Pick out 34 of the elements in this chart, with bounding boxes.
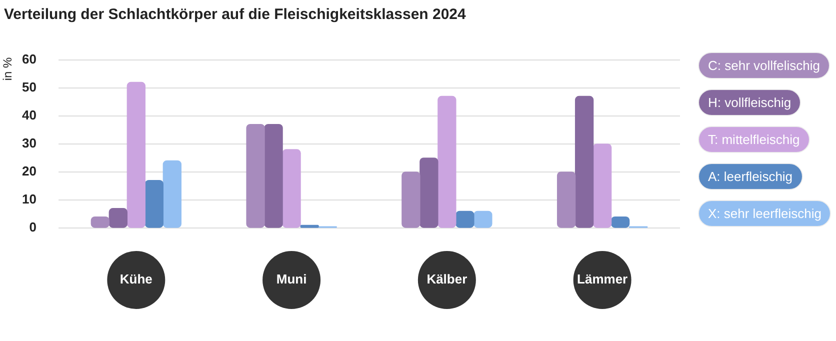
bar (556, 172, 576, 228)
text: A: leerfleischig (698, 163, 803, 190)
y-tick-label: 0 (29, 220, 36, 235)
text: T: mittelfleischig (698, 126, 810, 153)
bar (246, 124, 265, 228)
y-tick-label: 40 (22, 107, 36, 122)
text: C: sehr vollfelischig (698, 52, 830, 79)
bar (144, 180, 164, 228)
bar (264, 124, 283, 228)
bar (592, 144, 612, 228)
y-tick-label: 50 (22, 79, 36, 94)
bar (126, 82, 146, 228)
bar (420, 158, 438, 228)
x-tick-label: Lämmer (577, 272, 628, 287)
bar (300, 224, 319, 228)
x-tick-label: Kälber (426, 272, 468, 287)
chart-title: Verteilung der Schlachtkörper auf die Fleischigkeitsklassen 2024 (4, 6, 466, 23)
bar (402, 172, 420, 228)
bar (474, 210, 492, 228)
text: X: sehr leerfleischig (698, 200, 832, 227)
bar (438, 96, 456, 228)
y-tick-label: 10 (22, 192, 36, 207)
y-tick-label: 30 (22, 135, 36, 150)
y-tick-label: 60 (22, 51, 36, 66)
bar (162, 160, 182, 228)
x-tick-label: Muni (276, 272, 307, 287)
bar (574, 96, 594, 228)
bar (282, 149, 301, 228)
bar (456, 210, 474, 228)
y-tick-label: 20 (22, 164, 36, 179)
text: H: vollfleischig (698, 89, 802, 116)
y-axis-title: in % (0, 57, 15, 81)
bar (108, 208, 128, 228)
x-tick-label: Kühe (120, 272, 152, 287)
